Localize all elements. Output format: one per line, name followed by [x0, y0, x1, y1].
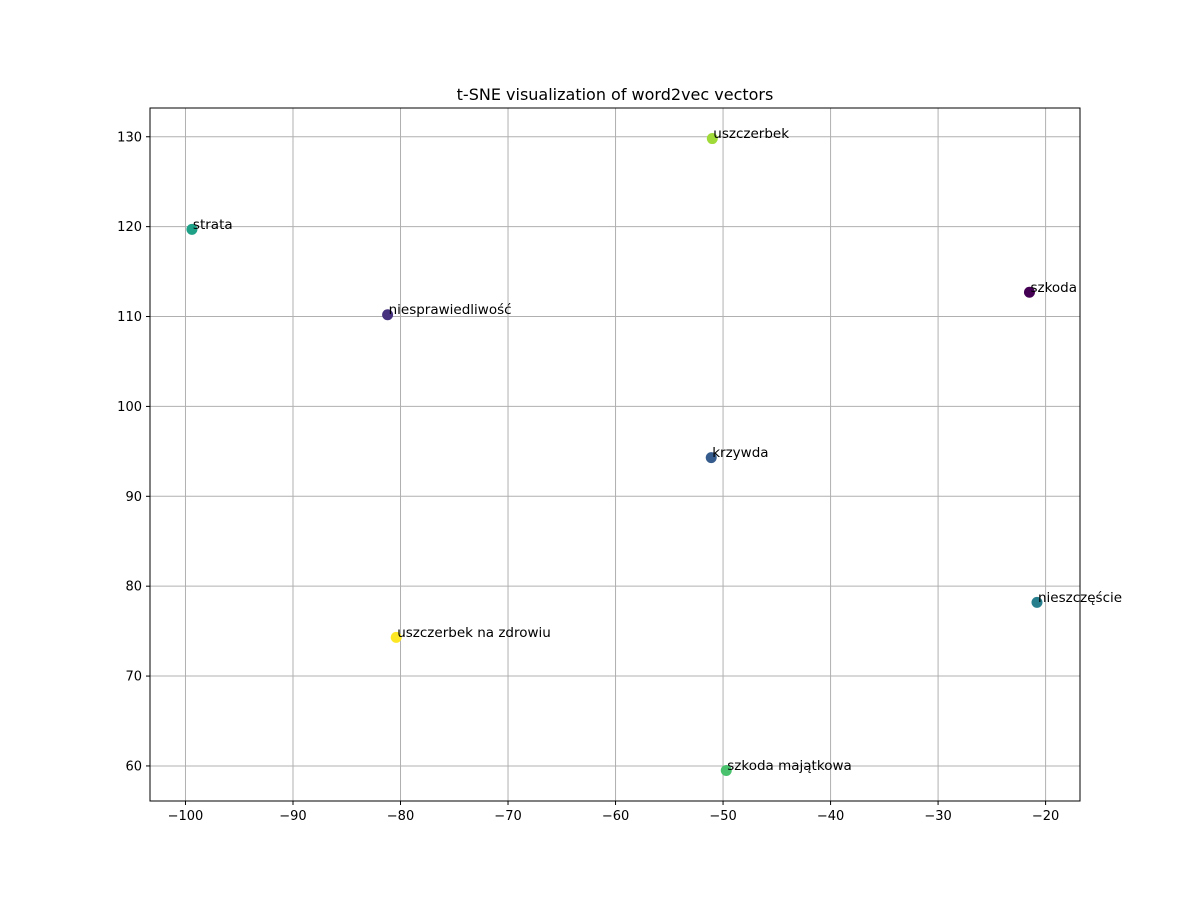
y-tick-label: 80 [125, 580, 142, 595]
data-points: szkodaniesprawiedliwośćkrzywdanieszczęśc… [186, 126, 1122, 776]
point-label: szkoda majątkowa [727, 758, 852, 774]
y-tick-label: 110 [117, 310, 142, 325]
scatter-point [705, 452, 717, 464]
x-tick-label: −20 [1032, 809, 1059, 824]
x-tick-label: −70 [494, 809, 521, 824]
point-label: krzywda [712, 445, 768, 461]
y-tick-label: 60 [125, 759, 142, 774]
scatter-point [706, 133, 718, 145]
y-tick-label: 70 [125, 670, 142, 685]
scatter-point [1031, 596, 1043, 608]
scatter-point [390, 631, 402, 643]
x-tick-label: −60 [602, 809, 629, 824]
x-tick-label: −30 [924, 809, 951, 824]
y-tick-label: 120 [117, 220, 142, 235]
y-tick-label: 90 [125, 490, 142, 505]
point-label: uszczerbek na zdrowiu [397, 625, 551, 641]
plot-area-frame [149, 107, 1081, 802]
x-tick-label: −100 [168, 809, 204, 824]
point-label: strata [193, 217, 233, 233]
x-tick-label: −50 [709, 809, 736, 824]
scatter-point [720, 764, 732, 776]
x-tick-label: −80 [387, 809, 414, 824]
chart-title: t-SNE visualization of word2vec vectors [457, 85, 774, 104]
x-tick-label: −90 [279, 809, 306, 824]
scatter-point [1023, 286, 1035, 298]
x-tick-label: −40 [817, 809, 844, 824]
scatter-point [186, 223, 198, 235]
y-tick-label: 100 [117, 400, 142, 415]
scatter-point [382, 309, 394, 321]
y-tick-label: 130 [117, 130, 142, 145]
point-label: niesprawiedliwość [389, 302, 512, 318]
axis-ticks: −100 −90 −80 −70 −60 −50 −40 −30 −20 60 70 80 90 100 1… [117, 130, 1059, 824]
point-label: szkoda [1030, 280, 1077, 296]
grid-lines [150, 108, 1080, 801]
point-label: uszczerbek [713, 126, 789, 142]
